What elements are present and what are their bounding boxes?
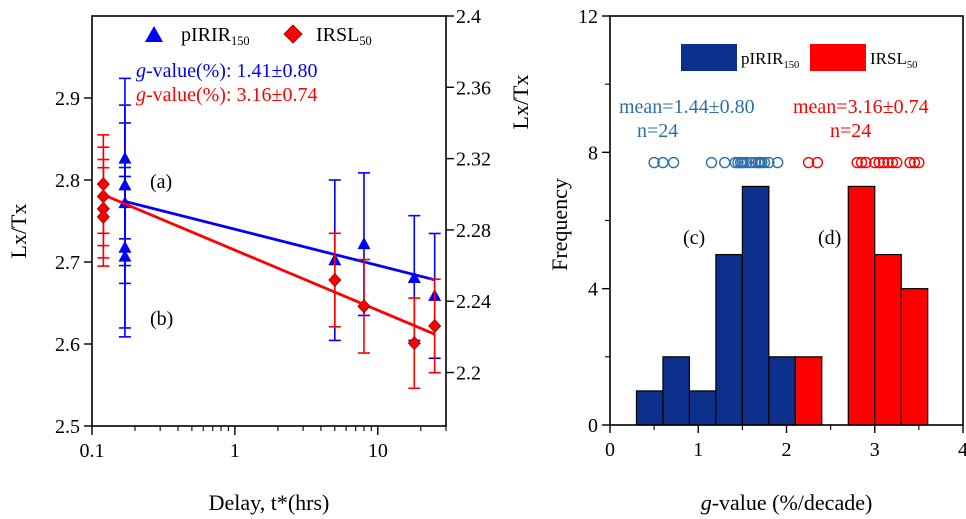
x-tick-label: 1	[230, 440, 240, 462]
x-axis-title-right: g-value (%/decade)	[701, 490, 873, 515]
panel-label-a: (a)	[150, 171, 172, 193]
individual-g-circle	[811, 156, 824, 169]
data-point-diamond	[428, 318, 442, 334]
panel-label-b: (b)	[150, 308, 173, 330]
legend-label-irsl: IRSL50	[870, 49, 917, 71]
x-tick-label: 0.1	[80, 440, 105, 462]
individual-g-circle	[719, 156, 731, 169]
data-point-diamond	[96, 209, 110, 224]
mean-blue-text: mean=1.44±0.80	[619, 96, 755, 118]
individual-g-circle	[891, 156, 903, 169]
individual-g-circle	[648, 156, 660, 169]
histogram-bar	[794, 356, 823, 426]
x-tick-label: 0	[605, 439, 615, 461]
histogram-bar	[768, 356, 796, 426]
left-panel-delay-plot: 0.1 1 10 2.5 2.6 2.7 2.8 2.9 2.2 2.24 2.28 2.32 2.36…	[6, 6, 533, 515]
histogram-bar	[715, 253, 743, 426]
data-point-diamond	[407, 336, 421, 351]
y-left-axis-title: Lx/Tx	[6, 204, 31, 259]
individual-g-circle	[741, 156, 753, 169]
individual-g-circle	[913, 156, 925, 169]
data-point-triangle	[407, 271, 421, 284]
histogram-bar	[635, 390, 664, 426]
y-right-tick-label: 2.32	[456, 149, 491, 171]
histogram-bar	[741, 185, 770, 426]
individual-g-circle	[882, 156, 894, 169]
individual-g-circle	[851, 156, 863, 169]
histogram-bar	[900, 288, 929, 426]
y-left-tick-label: 2.8	[55, 170, 80, 192]
x-tick-label: 1	[693, 439, 703, 461]
y-right-tick-label: 2.2	[456, 363, 481, 385]
individual-g-circle	[705, 156, 718, 169]
y-axis-title-frequency: Frequency	[547, 178, 572, 271]
data-point-diamond	[357, 299, 371, 314]
y-tick-label: 4	[588, 279, 598, 301]
x-tick-label: 2	[782, 439, 792, 461]
data-point-triangle	[118, 249, 132, 262]
panel-label-d: (d)	[818, 227, 841, 249]
legend-label-pirir: pIRIR150	[181, 24, 250, 48]
individual-g-circle	[904, 156, 916, 169]
x-tick-label: 3	[870, 439, 880, 461]
x-tick-label: 10	[368, 440, 388, 462]
panel-label-c: (c)	[683, 227, 705, 249]
x-axis-title-left: Delay, t*(hrs)	[209, 490, 330, 515]
y-tick-label: 12	[578, 6, 598, 28]
legend-swatch-irsl	[810, 44, 866, 71]
n-blue-text: n=24	[637, 120, 678, 142]
g-value-red-text: g-value(%): 3.16±0.74	[136, 84, 317, 106]
data-point-triangle	[357, 237, 371, 250]
y-right-axis-title: Lx/Tx	[508, 75, 533, 130]
legend-triangle-icon	[145, 26, 163, 42]
data-point-diamond	[328, 272, 342, 288]
y-right-tick-label: 2.4	[456, 6, 481, 28]
fit-line-pIRIR150	[124, 200, 436, 282]
y-left-tick-label: 2.9	[55, 88, 80, 110]
individual-g-circle	[855, 156, 868, 169]
mean-red-text: mean=3.16±0.74	[793, 96, 929, 118]
legend-diamond-icon	[283, 24, 303, 44]
y-left-tick-label: 2.6	[55, 334, 80, 356]
plot-frame-left	[91, 15, 447, 427]
legend-label-pirir: pIRIR150	[741, 49, 799, 71]
individual-g-circle	[908, 156, 921, 169]
individual-g-circle	[802, 156, 815, 169]
individual-g-circle	[869, 156, 881, 169]
y-right-tick-label: 2.28	[456, 220, 491, 242]
histogram-bar	[688, 390, 717, 426]
g-value-blue-text: g-value(%): 1.41±0.80	[136, 60, 317, 82]
n-red-text: n=24	[830, 120, 871, 142]
x-tick-label: 4	[958, 439, 966, 461]
y-left-tick-label: 2.5	[55, 416, 80, 438]
legend-label-irsl: IRSL50	[316, 24, 372, 48]
y-tick-label: 8	[588, 142, 598, 164]
histogram-bar	[874, 253, 902, 426]
legend-swatch-pirir	[681, 44, 737, 71]
y-tick-label: 0	[588, 415, 598, 437]
fit-line-IRSL50	[102, 193, 436, 336]
individual-g-circle	[860, 156, 872, 169]
y-left-tick-label: 2.7	[55, 252, 80, 274]
individual-g-circle	[667, 156, 680, 169]
individual-g-circle	[877, 156, 890, 169]
y-right-tick-label: 2.36	[456, 77, 491, 99]
y-right-tick-label: 2.24	[456, 291, 491, 313]
individual-g-circle	[758, 156, 771, 169]
individual-g-circle	[771, 156, 784, 169]
histogram-bar	[847, 185, 876, 426]
histogram-bar	[662, 356, 691, 426]
individual-g-circle	[886, 156, 899, 169]
individual-g-circle	[873, 156, 885, 169]
individual-g-circle	[763, 156, 775, 169]
